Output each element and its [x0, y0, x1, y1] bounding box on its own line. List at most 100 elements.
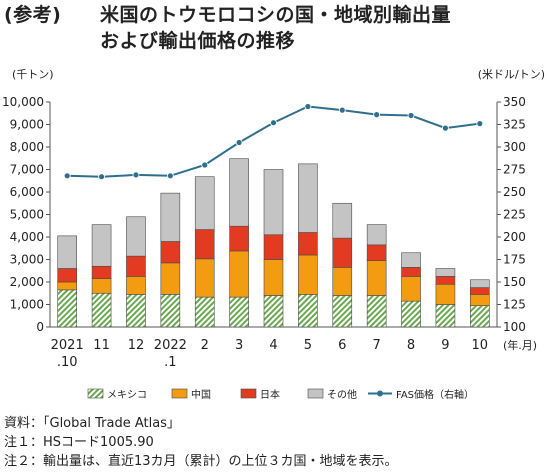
x-tick-label: 6: [338, 338, 346, 353]
bar-segment: [229, 158, 249, 227]
left-tick-label: 1,000: [10, 298, 44, 312]
price-point: [201, 161, 209, 169]
title-reference: (参考): [4, 4, 62, 26]
x-tick-label: 7: [373, 338, 381, 353]
legend-swatch: [240, 388, 257, 399]
right-tick-label: 125: [503, 298, 526, 312]
right-tick-label: 325: [503, 118, 526, 132]
bar-segment: [126, 294, 146, 328]
price-point: [442, 124, 449, 132]
bar-segment: [401, 276, 421, 302]
bar-segment: [366, 260, 387, 296]
bar-segment: [57, 289, 77, 328]
price-point: [407, 112, 415, 119]
right-tick-label: 275: [503, 163, 526, 177]
bar-segment: [332, 237, 353, 268]
bar-segment: [366, 244, 387, 261]
bar-segment: [91, 292, 112, 328]
bar-segment: [126, 216, 146, 257]
left-axis-unit: (千トン): [12, 68, 54, 81]
right-tick-label: 150: [503, 275, 526, 289]
right-tick-label: 175: [503, 253, 526, 267]
price-point: [476, 120, 484, 127]
bar-segment: [470, 305, 490, 328]
chart-title: (参考) 米国のトウモロコシの国・地域別輸出量 および輸出価格の推移: [4, 2, 451, 54]
legend-label: 日本: [260, 388, 280, 401]
x-tick-label: 8: [407, 338, 415, 353]
x-axis-unit: (年.月): [503, 338, 537, 352]
right-tick-label: 300: [503, 140, 526, 154]
x-tick-label: .10: [57, 355, 78, 370]
right-tick-label: 350: [503, 95, 526, 109]
bar-segment: [470, 279, 490, 288]
bar-segment: [332, 295, 353, 328]
bar-segment: [91, 224, 112, 267]
left-tick-label: 8,000: [10, 140, 44, 154]
bar-segment: [160, 241, 181, 264]
title-line-1: 米国のトウモロコシの国・地域別輸出量: [100, 4, 452, 26]
price-point: [235, 139, 243, 146]
x-tick-label: 12: [128, 338, 145, 353]
note-2: 注２：輸出量は、直近13カ月（累計）の上位３カ国・地域を表示。: [4, 454, 398, 469]
price-point: [373, 111, 381, 118]
bar-segment: [435, 276, 456, 285]
bar-segment: [126, 276, 146, 295]
price-point: [304, 103, 312, 110]
x-tick-label: 2021: [51, 338, 84, 353]
bar-segment: [298, 254, 318, 295]
price-line: [67, 105, 480, 178]
x-tick-label: 4: [269, 338, 277, 353]
chart-area: 0 1,000 2,000 3,000 4,000 5,000 6,000 7,000 8,00…: [2, 68, 545, 401]
bar-segment: [332, 202, 353, 239]
bar-segment: [435, 304, 456, 328]
legend-swatch: [307, 388, 324, 399]
bar-segment: [160, 262, 181, 295]
title-line-2: および輸出価格の推移: [100, 30, 296, 52]
price-point: [98, 173, 105, 181]
left-tick-label: 5,000: [10, 208, 44, 222]
bar-segment: [57, 235, 77, 269]
left-tick-label: 10,000: [2, 95, 44, 109]
bar-segment: [194, 229, 215, 260]
x-tick-label: 5: [304, 338, 312, 353]
right-tick-label: 250: [503, 185, 526, 199]
bar-segment: [229, 250, 249, 298]
right-axis-unit: (米ドル/トン): [478, 68, 545, 81]
legend-marker: [377, 390, 383, 397]
bar-segment: [57, 268, 77, 283]
bar-segment: [298, 232, 318, 256]
bar-segment: [435, 283, 456, 305]
right-tick-label: 100: [503, 320, 526, 334]
legend-swatch: [171, 388, 188, 399]
price-point: [132, 171, 140, 179]
price-point: [166, 172, 174, 180]
bar-segment: [470, 287, 490, 295]
x-tick-label: 9: [441, 338, 449, 353]
left-tick-label: 7,000: [10, 163, 44, 177]
legend-label: その他: [327, 388, 357, 401]
left-tick-label: 9,000: [10, 118, 44, 132]
bar-segment: [194, 176, 215, 230]
left-tick-label: 3,000: [10, 253, 44, 267]
note-1: 注１：HSコード1005.90: [4, 435, 154, 450]
bar-segment: [263, 169, 284, 236]
bar-segment: [401, 252, 421, 268]
right-tick-label: 225: [503, 208, 526, 222]
price-point: [63, 172, 71, 180]
x-tick-label: 10: [472, 338, 489, 353]
bar-segment: [194, 296, 215, 328]
bar-segment: [160, 192, 181, 242]
bar-segment: [263, 295, 284, 328]
bar-segment: [366, 224, 387, 246]
price-point: [270, 119, 277, 127]
legend-label: 中国: [191, 388, 211, 401]
bar-segment: [91, 278, 112, 294]
bar-segment: [194, 258, 215, 298]
bar-segment: [126, 255, 146, 277]
price-point: [338, 106, 346, 114]
x-tick-label: 2022: [154, 338, 187, 353]
chart-footer: 資料：「Global Trade Atlas」 注１：HSコード1005.90 …: [4, 414, 398, 471]
bar-segment: [91, 265, 112, 279]
bar-segment: [263, 234, 284, 260]
legend-label: メキシコ: [107, 390, 147, 401]
